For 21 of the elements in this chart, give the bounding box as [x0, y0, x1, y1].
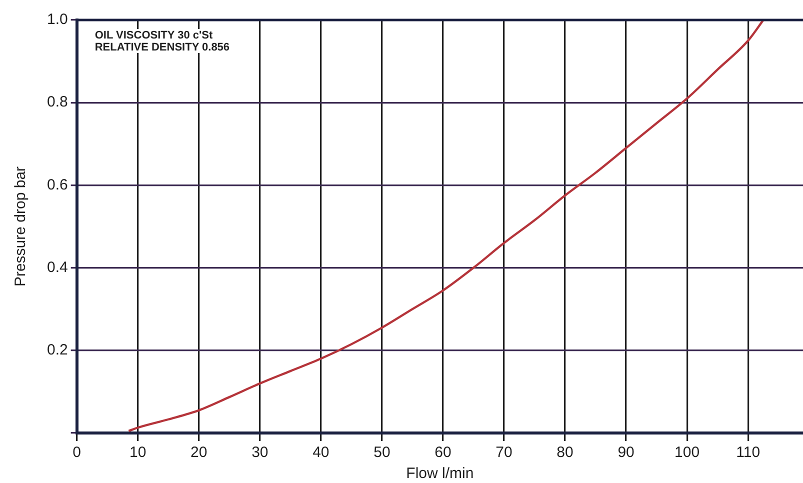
y-tick-label: 0.8 — [46, 94, 68, 111]
annotation: RELATIVE DENSITY 0.856 — [94, 42, 230, 54]
y-axis-title: Pressure drop bar — [12, 166, 30, 287]
y-tick-label: 0.2 — [46, 342, 68, 359]
x-tick-label: 10 — [130, 444, 146, 462]
x-tick-label: 90 — [618, 444, 634, 462]
x-tick-label: 80 — [556, 444, 574, 462]
x-tick-label: 110 — [736, 444, 760, 462]
x-tick-label: 20 — [190, 444, 208, 462]
x-tick-label: 50 — [374, 444, 390, 462]
x-tick-label: 0 — [72, 444, 82, 462]
y-tick-label: 0.4 — [46, 258, 68, 276]
y-tick-label: 0.6 — [46, 176, 68, 194]
annotation: OIL VISCOSITY 30 c'St — [94, 30, 213, 42]
x-tick-label: 100 — [674, 444, 700, 462]
y-tick-label: 1.0 — [46, 11, 68, 28]
x-tick-label: 70 — [496, 444, 512, 462]
x-tick-label: 30 — [252, 444, 268, 462]
x-tick-label: 60 — [434, 444, 452, 462]
x-tick-label: 40 — [312, 444, 330, 462]
x-axis-title: Flow l/min — [406, 465, 474, 482]
